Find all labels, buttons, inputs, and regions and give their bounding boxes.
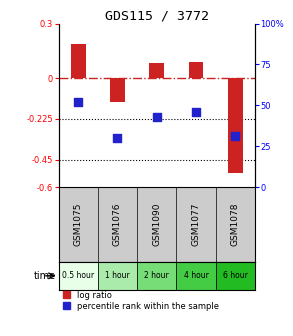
Text: GSM1076: GSM1076: [113, 203, 122, 246]
Text: GSM1077: GSM1077: [192, 203, 200, 246]
Point: [194, 109, 198, 115]
Legend: log ratio, percentile rank within the sample: log ratio, percentile rank within the sa…: [63, 291, 219, 311]
Title: GDS115 / 3772: GDS115 / 3772: [105, 9, 209, 23]
Bar: [98, 262, 137, 290]
Bar: [149, 64, 164, 78]
Bar: [71, 43, 86, 78]
Point: [233, 134, 238, 139]
Bar: [59, 262, 98, 290]
Point: [154, 114, 159, 119]
Bar: [110, 78, 125, 102]
Text: time: time: [33, 271, 56, 281]
Point: [76, 99, 81, 105]
Text: GSM1078: GSM1078: [231, 203, 240, 246]
Bar: [137, 262, 176, 290]
Bar: [216, 262, 255, 290]
Text: 4 hour: 4 hour: [184, 271, 208, 280]
Bar: [176, 262, 216, 290]
Text: 1 hour: 1 hour: [105, 271, 130, 280]
Text: 2 hour: 2 hour: [144, 271, 169, 280]
Text: GSM1075: GSM1075: [74, 203, 83, 246]
Point: [115, 135, 120, 141]
Bar: [228, 78, 243, 172]
Bar: [189, 62, 203, 78]
Text: 6 hour: 6 hour: [223, 271, 248, 280]
Text: GSM1090: GSM1090: [152, 203, 161, 246]
Text: 0.5 hour: 0.5 hour: [62, 271, 94, 280]
